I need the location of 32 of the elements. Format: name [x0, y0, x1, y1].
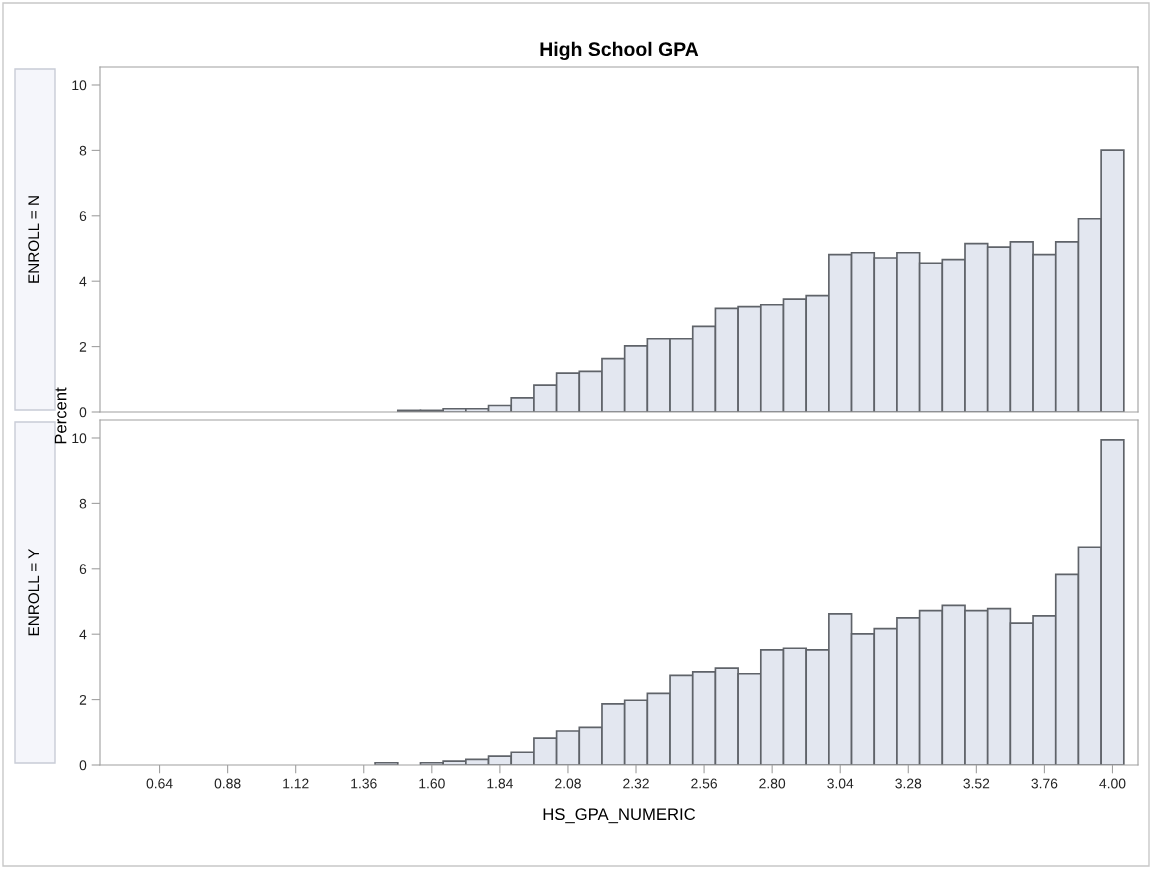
y-tick-label: 10 — [72, 80, 87, 91]
x-tick-label: 1.84 — [487, 778, 513, 789]
x-tick-label: 0.88 — [214, 778, 241, 789]
y-tick-label: 8 — [79, 498, 87, 509]
y-axis-title: Percent — [54, 387, 67, 444]
x-tick-label: 3.04 — [827, 778, 854, 789]
y-tick-label: 10 — [72, 433, 87, 444]
x-tick-label: 3.28 — [895, 778, 922, 789]
x-tick-label: 2.80 — [759, 778, 786, 789]
y-tick-label: 0 — [79, 760, 87, 771]
y-tick-label: 0 — [79, 407, 87, 418]
chart-title: High School GPA — [540, 41, 699, 61]
x-tick-label: 3.76 — [1031, 778, 1058, 789]
y-tick-label: 6 — [79, 564, 87, 574]
x-tick-label: 1.36 — [351, 778, 377, 789]
y-tick-label: 2 — [79, 694, 87, 705]
x-axis-title: HS_GPA_NUMERIC — [543, 808, 696, 824]
x-tick-label: 4.00 — [1099, 778, 1126, 789]
x-tick-label: 1.12 — [283, 778, 309, 789]
text: ENROLL = Y — [28, 548, 40, 636]
x-tick-label: 1.60 — [419, 778, 445, 789]
y-tick-label: 8 — [79, 145, 87, 156]
y-tick-label: 4 — [79, 629, 87, 640]
y-tick-label: 4 — [79, 276, 87, 287]
x-tick-label: 3.52 — [963, 778, 990, 789]
x-tick-label: 2.08 — [555, 778, 581, 789]
text: ENROLL = N — [28, 196, 40, 283]
x-tick-label: 2.56 — [691, 778, 717, 789]
y-tick-label: 2 — [79, 341, 87, 352]
x-tick-label: 0.64 — [146, 778, 173, 789]
y-tick-label: 6 — [79, 211, 87, 221]
x-tick-label: 2.32 — [623, 778, 649, 789]
